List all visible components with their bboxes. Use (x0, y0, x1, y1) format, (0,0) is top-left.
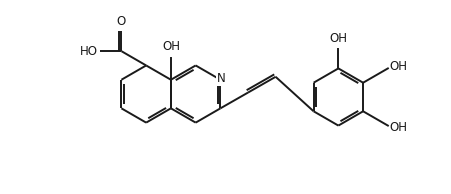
Text: OH: OH (161, 40, 179, 53)
Text: OH: OH (329, 32, 347, 45)
Text: OH: OH (389, 121, 407, 134)
Text: O: O (116, 15, 126, 28)
Text: N: N (216, 72, 226, 85)
Text: OH: OH (389, 60, 407, 73)
Text: HO: HO (79, 45, 97, 58)
